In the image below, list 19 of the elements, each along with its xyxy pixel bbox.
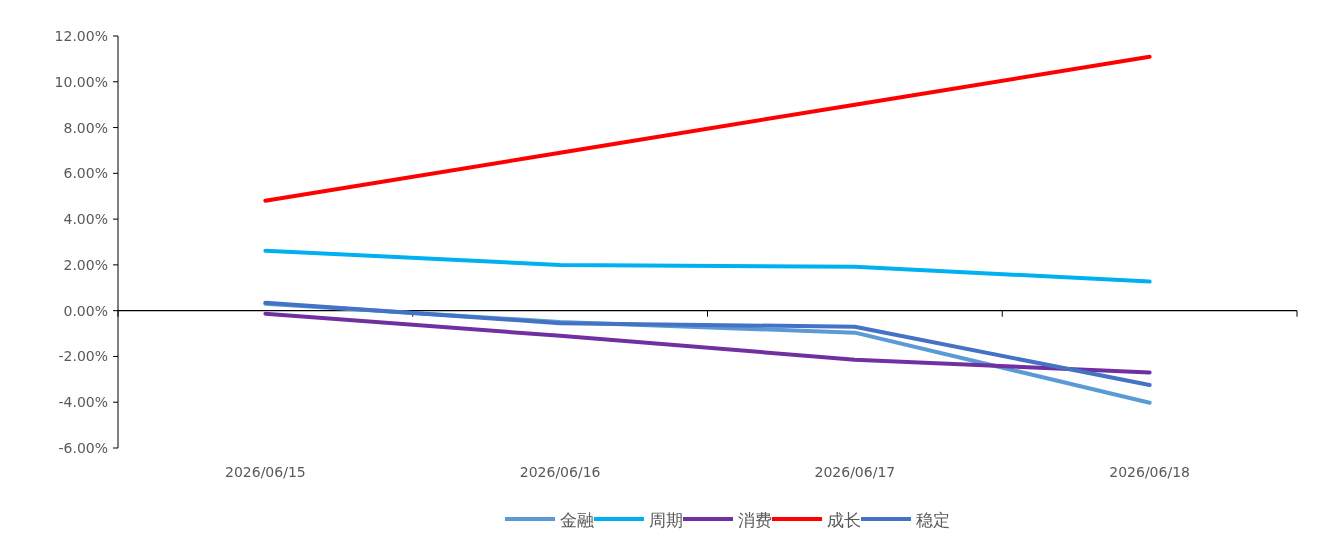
- y-tick-label: 0.00%: [63, 302, 108, 319]
- y-tick-label: -4.00%: [58, 394, 108, 411]
- x-tick-label: 2026/06/16: [519, 464, 601, 480]
- legend-label: 金融: [560, 510, 594, 530]
- legend-label: 周期: [649, 510, 683, 530]
- y-tick-label: 10.00%: [54, 73, 108, 90]
- legend-label: 消费: [738, 510, 772, 530]
- y-tick-label: 4.00%: [63, 211, 108, 228]
- y-tick-label: -6.00%: [58, 440, 108, 456]
- y-tick-label: 12.00%: [54, 28, 108, 44]
- y-tick-label: 6.00%: [63, 165, 108, 182]
- y-tick-label: -2.00%: [58, 348, 108, 365]
- x-tick-label: 2026/06/17: [814, 464, 896, 480]
- x-tick-label: 2026/06/15: [225, 464, 306, 480]
- x-tick-label: 2026/06/18: [1109, 464, 1190, 480]
- legend-label: 稳定: [916, 510, 950, 530]
- legend-label: 成长: [827, 510, 861, 530]
- y-tick-label: 2.00%: [63, 256, 108, 273]
- y-tick-label: 8.00%: [63, 119, 108, 136]
